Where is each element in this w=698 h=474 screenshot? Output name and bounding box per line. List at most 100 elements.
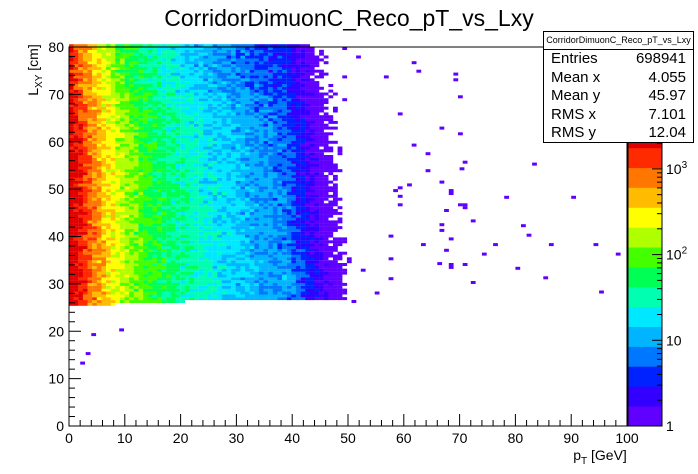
heatmap-cell [87,132,93,136]
heatmap-cell [129,288,134,292]
heatmap-cell [147,140,153,144]
heatmap-cell [231,197,236,201]
heatmap-cell [249,183,255,187]
heatmap-cell [147,220,153,224]
heatmap-cell [157,92,162,96]
heatmap-cell [180,152,185,156]
heatmap-cell [157,143,162,147]
heatmap-cell [143,294,148,298]
heatmap-cell [106,75,111,79]
heatmap-cell [291,285,297,289]
heatmap-cell [291,248,297,252]
heatmap-cell [221,109,227,113]
heatmap-cell [272,106,278,110]
heatmap-cell [212,271,218,275]
heatmap-cell [87,69,93,73]
heatmap-cell [240,138,246,141]
heatmap-cell [129,75,134,79]
heatmap-cell [147,243,153,247]
heatmap-cell [286,288,292,292]
heatmap-cell [129,163,134,167]
heatmap-cell [175,268,181,272]
heatmap-cell [115,237,121,241]
heatmap-cell [189,186,195,190]
heatmap-cell [309,47,315,50]
heatmap-cell [198,189,204,193]
heatmap-cell [231,95,236,99]
heatmap-cell [221,64,227,68]
heatmap-cell [115,211,121,215]
heatmap-cell [309,132,315,136]
heatmap-cell [226,92,232,96]
heatmap-cell [161,157,167,161]
heatmap-cell [295,101,301,104]
heatmap-cell [96,271,102,275]
heatmap-cell [96,58,102,62]
heatmap-cell [175,237,181,241]
heatmap-cell [319,268,324,272]
heatmap-cell [143,86,148,90]
heatmap-cell [221,75,227,79]
heatmap-cell [69,84,74,87]
heatmap-cell [106,302,111,306]
heatmap-cell [203,132,209,136]
heatmap-cell [319,251,324,255]
heatmap-cell [217,243,222,247]
heatmap-cell [286,126,292,130]
heatmap-cell [198,174,204,178]
heatmap-cell [189,86,195,90]
heatmap-cell [295,160,301,164]
heatmap-cell [263,92,269,96]
heatmap-cell [133,95,139,99]
heatmap-cell [282,86,287,90]
heatmap-cell [277,112,283,116]
heatmap-cell [115,177,121,181]
heatmap-cell [143,277,148,281]
heatmap-cell [217,66,222,70]
heatmap-cell [277,228,283,232]
heatmap-cell [263,220,269,224]
heatmap-cell [96,143,102,147]
heatmap-cell [170,78,176,82]
heatmap-cell [69,243,74,247]
heatmap-cell [291,81,297,85]
heatmap-cell [170,217,176,221]
heatmap-cell [235,217,241,221]
heatmap-cell [245,180,250,184]
heatmap-cell [143,157,148,161]
heatmap-cell [309,189,315,193]
heatmap-cell [254,92,260,96]
heatmap-cell [152,61,158,65]
heatmap-cell [152,211,158,215]
heatmap-cell [175,129,181,133]
heatmap-cell [309,192,315,195]
heatmap-cell [106,95,111,99]
heatmap-cell [175,72,181,76]
heatmap-cell [175,223,181,227]
heatmap-cell [291,66,297,70]
heatmap-cell [295,226,301,230]
heatmap-cell [96,228,102,232]
heatmap-cell [119,103,125,107]
heatmap-cell [226,172,232,176]
heatmap-cell [189,203,195,207]
heatmap-cell [300,135,306,139]
heatmap-cell [207,291,213,295]
heatmap-cell [133,260,139,264]
heatmap-cell [143,203,148,207]
heatmap-cell [189,163,195,167]
heatmap-cell [217,86,222,90]
heatmap-cell [110,72,116,76]
heatmap-cell [170,160,176,164]
heatmap-cell [295,237,301,241]
heatmap-cell [254,246,260,249]
heatmap-cell [314,149,320,153]
heatmap-cell [96,44,102,48]
heatmap-cell [245,115,250,119]
heatmap-cell [291,211,297,215]
heatmap-cell [221,47,227,50]
heatmap-cell [124,180,130,184]
heatmap-cell [291,106,297,110]
heatmap-cell [138,300,144,303]
heatmap-cell [157,274,162,278]
